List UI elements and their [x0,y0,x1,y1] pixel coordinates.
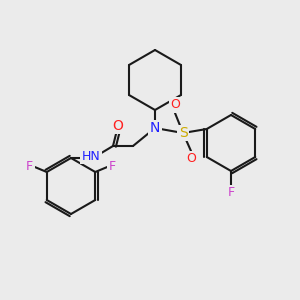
Text: F: F [26,160,33,173]
Text: O: O [170,98,180,112]
Text: O: O [186,152,196,166]
Text: S: S [178,126,188,140]
Text: F: F [227,187,235,200]
Text: N: N [150,121,160,135]
Text: O: O [112,119,123,133]
Text: F: F [109,160,116,173]
Text: HN: HN [82,149,100,163]
